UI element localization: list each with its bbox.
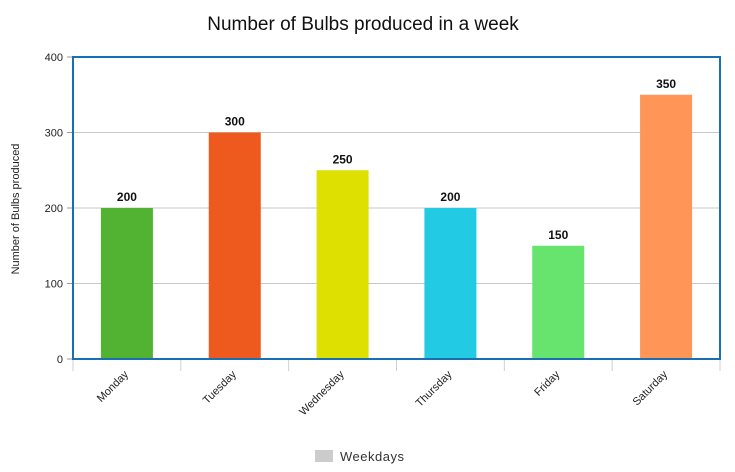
plot-frame bbox=[72, 56, 721, 360]
y-axis-ticks: 0 100 200 300 400 bbox=[45, 52, 73, 366]
x-tick-label: Thursday bbox=[414, 368, 455, 409]
data-label: 300 bbox=[225, 115, 245, 129]
data-label: 200 bbox=[117, 190, 137, 204]
data-label: 150 bbox=[548, 228, 568, 242]
data-label: 350 bbox=[656, 77, 676, 91]
y-tick-label: 100 bbox=[45, 279, 63, 291]
y-axis-label: Number of Bulbs produced bbox=[10, 144, 22, 275]
x-tick-label: Monday bbox=[95, 368, 132, 405]
legend[interactable]: Weekdays bbox=[315, 449, 404, 464]
grid-lines bbox=[73, 132, 720, 284]
x-axis-ticks: Monday Tuesday Wednesday Thursday Friday Satu… bbox=[72, 360, 721, 418]
bar-tuesday[interactable] bbox=[208, 132, 261, 360]
legend-label: Weekdays bbox=[340, 449, 404, 464]
legend-swatch bbox=[315, 450, 333, 462]
y-tick-label: 400 bbox=[45, 52, 63, 64]
y-tick-label: 200 bbox=[45, 203, 63, 215]
x-tick-label: Tuesday bbox=[201, 368, 239, 406]
data-label: 250 bbox=[333, 152, 353, 166]
chart-title: Number of Bulbs produced in a week bbox=[207, 14, 519, 35]
bars bbox=[100, 94, 693, 360]
y-tick-label: 300 bbox=[45, 128, 63, 140]
x-tick-label: Friday bbox=[532, 368, 562, 398]
bar-monday[interactable] bbox=[100, 208, 153, 359]
bar-thursday[interactable] bbox=[424, 208, 477, 359]
data-labels: 200 300 250 200 150 350 bbox=[117, 77, 677, 242]
bar-wednesday[interactable] bbox=[316, 170, 369, 359]
x-tick-label: Saturday bbox=[631, 368, 671, 408]
y-tick-label: 0 bbox=[57, 354, 63, 366]
data-label: 200 bbox=[440, 190, 460, 204]
x-tick-label: Wednesday bbox=[297, 368, 347, 418]
bar-friday[interactable] bbox=[532, 245, 585, 359]
bar-saturday[interactable] bbox=[640, 94, 693, 359]
